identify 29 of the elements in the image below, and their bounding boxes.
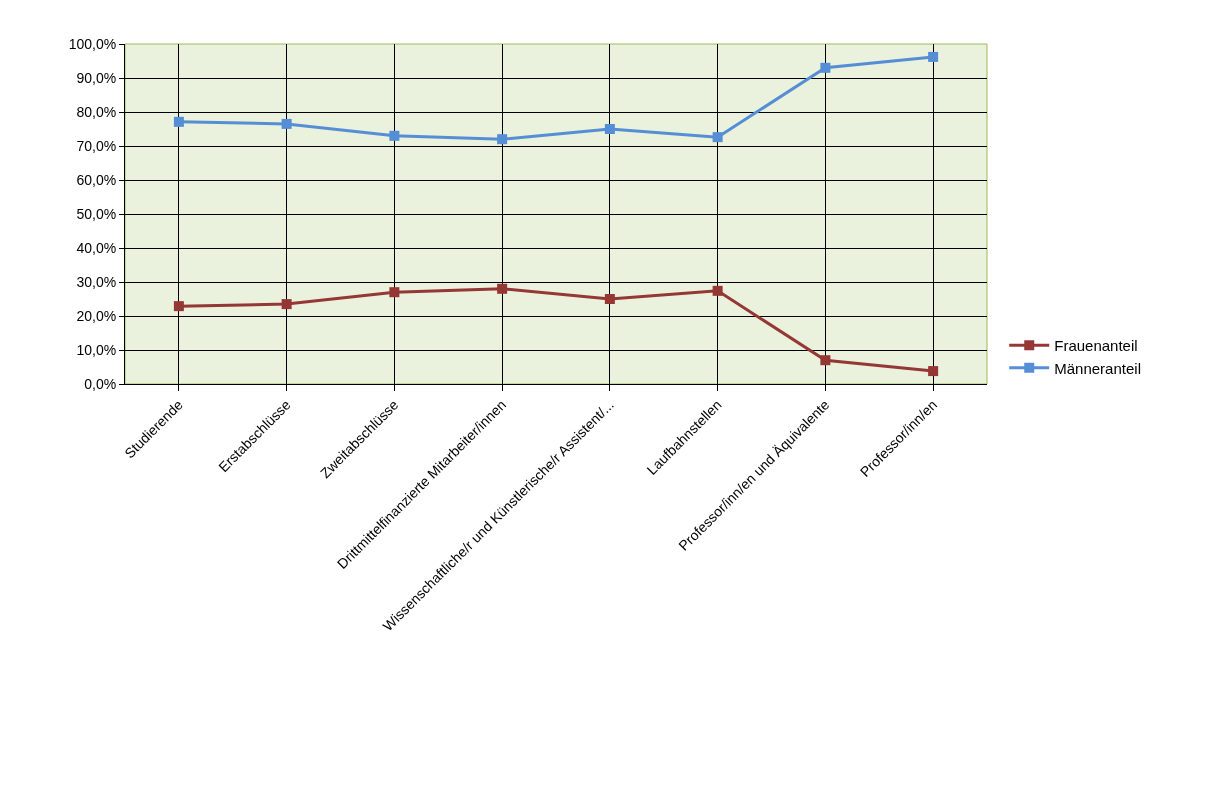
point — [389, 287, 400, 298]
point — [712, 285, 723, 296]
point — [604, 294, 615, 304]
y-tick-label: 80,0% — [76, 103, 117, 120]
point — [389, 130, 400, 141]
y-tick-label: 70,0% — [76, 137, 117, 154]
y-tick-label: 20,0% — [76, 307, 117, 324]
point — [928, 51, 939, 62]
y-tick-label: 10,0% — [76, 341, 117, 358]
y-tick-label: 30,0% — [76, 273, 117, 290]
y-tick-label: 40,0% — [76, 239, 117, 256]
point — [497, 134, 508, 145]
point — [820, 62, 831, 73]
point — [281, 299, 292, 310]
y-tick-label: 90,0% — [76, 69, 117, 86]
point — [497, 283, 508, 294]
point — [820, 355, 831, 366]
point — [604, 124, 615, 134]
y-tick-label: 100,0% — [68, 35, 117, 52]
point — [173, 301, 184, 312]
y-tick-label: 50,0% — [76, 205, 117, 222]
point — [173, 116, 184, 127]
y-tick-label: 0,0% — [84, 375, 117, 392]
legend-label: Männeranteil — [1054, 359, 1141, 377]
point — [281, 118, 292, 129]
point — [928, 366, 939, 377]
y-tick-label: 60,0% — [76, 171, 117, 188]
legend-label: Frauenanteil — [1054, 337, 1138, 355]
point — [712, 132, 723, 143]
